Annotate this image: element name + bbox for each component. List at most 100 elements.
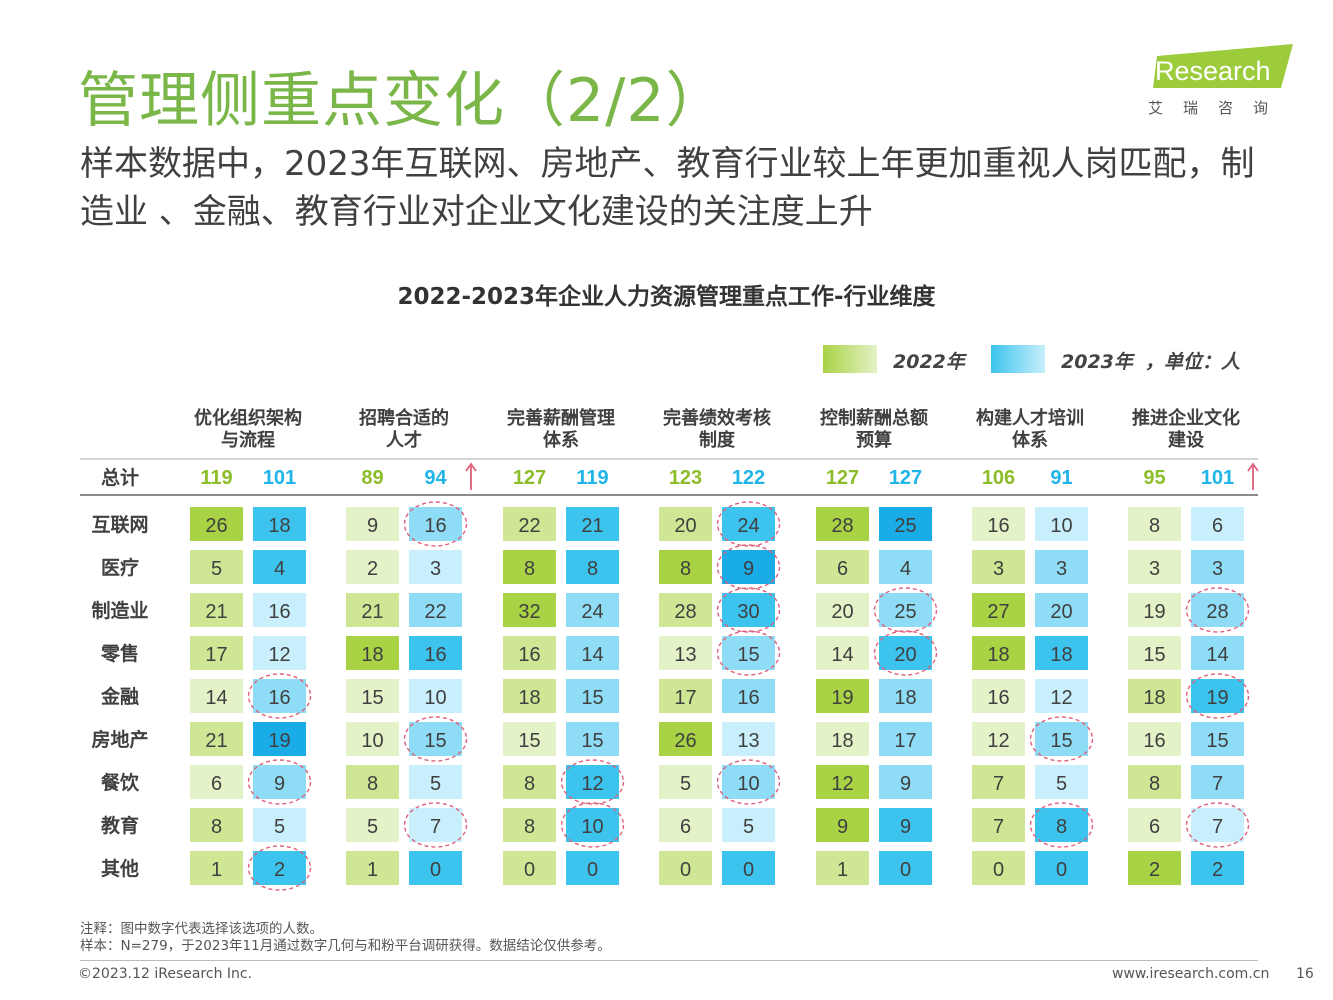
highlight-circle-r0-c1	[403, 501, 468, 547]
chart-title: 2022-2023年企业人力资源管理重点工作-行业维度	[397, 284, 936, 310]
cell-2023-value-r0-c5: 10	[1050, 515, 1072, 537]
cell-2022-r2-c6	[1128, 593, 1181, 627]
cell-2022-r0-c1	[346, 507, 399, 541]
cell-2022-r7-c0	[190, 808, 243, 842]
cell-2023-value-r0-c4: 25	[894, 515, 916, 537]
cell-2023-r2-c2	[566, 593, 619, 627]
cell-2022-r6-c4	[816, 765, 869, 799]
cell-2023-value-r8-c1: 0	[430, 859, 441, 881]
cell-2022-value-r5-c5: 12	[987, 730, 1009, 752]
highlight-circle-r2-c4	[873, 587, 938, 633]
cell-2022-value-r0-c1: 9	[367, 515, 378, 537]
highlight-circle-r3-c3	[716, 630, 781, 676]
cell-2023-value-r0-c0: 18	[268, 515, 290, 537]
cell-2022-r4-c1	[346, 679, 399, 713]
cell-2022-value-r7-c6: 6	[1149, 816, 1160, 838]
rising-arrow-head-1	[465, 462, 477, 472]
cell-2022-value-r0-c0: 26	[205, 515, 227, 537]
cell-2023-r0-c3	[722, 507, 775, 541]
cell-2023-value-r5-c1: 15	[424, 730, 446, 752]
cell-2023-value-r3-c0: 12	[268, 644, 290, 666]
cell-2023-r4-c6	[1191, 679, 1244, 713]
cell-2022-value-r8-c0: 1	[211, 859, 222, 881]
cell-2022-r4-c4	[816, 679, 869, 713]
cell-2022-value-r1-c1: 2	[367, 558, 378, 580]
logo-brand-text: iResearch	[1149, 56, 1271, 86]
cell-2023-value-r3-c3: 15	[737, 644, 759, 666]
cell-2023-r7-c1	[409, 808, 462, 842]
cell-2023-r0-c6	[1191, 507, 1244, 541]
cell-2022-value-r8-c6: 2	[1149, 859, 1160, 881]
cell-2023-r6-c5	[1035, 765, 1088, 799]
category-header-0-line-0: 优化组织架构	[194, 407, 302, 428]
cell-2023-value-r1-c6: 3	[1212, 558, 1223, 580]
cell-2022-r1-c3	[659, 550, 712, 584]
cell-2022-value-r5-c6: 16	[1143, 730, 1165, 752]
total-2023-1: 94	[424, 467, 447, 489]
total-2022-1: 89	[361, 467, 383, 489]
cell-2023-r0-c2	[566, 507, 619, 541]
highlight-circle-r6-c0	[247, 759, 312, 805]
cell-2022-r3-c4	[816, 636, 869, 670]
cell-2023-r2-c4	[879, 593, 932, 627]
cell-2022-r8-c0	[190, 851, 243, 885]
cell-2022-r6-c5	[972, 765, 1025, 799]
highlight-circle-r2-c3	[716, 587, 781, 633]
cell-2023-value-r2-c2: 24	[581, 601, 603, 623]
cell-2022-r5-c4	[816, 722, 869, 756]
cell-2023-value-r8-c6: 2	[1212, 859, 1223, 881]
cell-2023-value-r3-c5: 18	[1050, 644, 1072, 666]
cell-2023-r8-c1	[409, 851, 462, 885]
cell-2023-r6-c0	[253, 765, 306, 799]
highlight-circle-r4-c6	[1185, 673, 1250, 719]
cell-2022-value-r4-c0: 14	[205, 687, 227, 709]
cell-2023-r5-c4	[879, 722, 932, 756]
cell-2023-value-r7-c0: 5	[274, 816, 285, 838]
cell-2023-value-r6-c5: 5	[1056, 773, 1067, 795]
cell-2022-r7-c6	[1128, 808, 1181, 842]
cell-2023-r0-c1	[409, 507, 462, 541]
cell-2022-value-r2-c6: 19	[1143, 601, 1165, 623]
cell-2022-r2-c2	[503, 593, 556, 627]
cell-2022-value-r1-c4: 6	[837, 558, 848, 580]
cell-2023-r8-c3	[722, 851, 775, 885]
cell-2022-value-r7-c2: 8	[524, 816, 535, 838]
cell-2023-value-r5-c3: 13	[737, 730, 759, 752]
cell-2023-value-r4-c4: 18	[894, 687, 916, 709]
cell-2022-value-r3-c3: 13	[674, 644, 696, 666]
cell-2023-value-r8-c2: 0	[587, 859, 598, 881]
cell-2022-value-r7-c3: 6	[680, 816, 691, 838]
cell-2023-r2-c1	[409, 593, 462, 627]
cell-2023-r1-c0	[253, 550, 306, 584]
category-header-5-line-0: 构建人才培训	[976, 407, 1084, 428]
total-2023-3: 122	[732, 467, 765, 489]
cell-2023-r5-c2	[566, 722, 619, 756]
cell-2023-r0-c0	[253, 507, 306, 541]
cell-2023-r2-c3	[722, 593, 775, 627]
copyright: ©2023.12 iResearch Inc.	[78, 966, 253, 982]
website-link[interactable]: www.iresearch.com.cn	[1112, 966, 1270, 982]
cell-2022-value-r0-c6: 8	[1149, 515, 1160, 537]
total-2023-5: 91	[1050, 467, 1072, 489]
cell-2022-value-r0-c3: 20	[674, 515, 696, 537]
iresearch-logo: iResearch	[1149, 44, 1293, 88]
cell-2023-value-r3-c1: 16	[424, 644, 446, 666]
cell-2023-value-r0-c3: 24	[737, 515, 759, 537]
cell-2023-r7-c2	[566, 808, 619, 842]
cell-2023-r7-c4	[879, 808, 932, 842]
cell-2022-value-r1-c2: 8	[524, 558, 535, 580]
unit-label: ，单位：人	[1145, 351, 1241, 373]
cell-2022-value-r2-c0: 21	[205, 601, 227, 623]
cell-2022-value-r1-c0: 5	[211, 558, 222, 580]
cell-2023-value-r1-c5: 3	[1056, 558, 1067, 580]
cell-2023-value-r2-c3: 30	[737, 601, 759, 623]
cell-2023-value-r5-c0: 19	[268, 730, 290, 752]
footer-divider	[80, 960, 1258, 961]
cell-2022-r1-c5	[972, 550, 1025, 584]
cell-2022-value-r4-c2: 18	[518, 687, 540, 709]
cell-2022-r5-c2	[503, 722, 556, 756]
cell-2023-r1-c6	[1191, 550, 1244, 584]
category-header-3-line-0: 完善绩效考核	[663, 407, 771, 428]
cell-2023-r1-c2	[566, 550, 619, 584]
